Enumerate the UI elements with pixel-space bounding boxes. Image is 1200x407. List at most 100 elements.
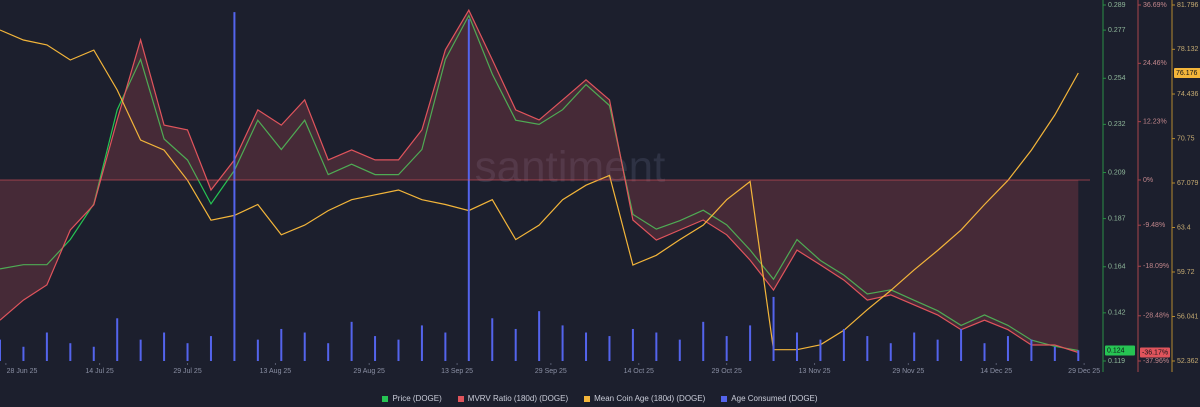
bar	[186, 343, 189, 361]
y-tick-label: 24.46%	[1143, 60, 1167, 67]
y-tick-label: 0.254	[1108, 75, 1126, 82]
value-badge	[1174, 67, 1200, 78]
y-tick-label: 0.232	[1108, 121, 1126, 128]
value-badge	[1105, 345, 1135, 356]
y-tick-label: 56.041	[1177, 313, 1199, 320]
bar	[631, 328, 634, 361]
legend-item[interactable]: Mean Coin Age (180d) (DOGE)	[584, 394, 705, 403]
y-tick-label: -9.48%	[1143, 222, 1165, 229]
bar	[374, 336, 377, 361]
legend-label: Price (DOGE)	[392, 394, 442, 403]
x-tick-label: 29 Oct 25	[711, 368, 741, 375]
bar	[1030, 339, 1033, 361]
value-label: -36.17%	[1142, 349, 1168, 356]
bar	[960, 328, 963, 361]
x-tick-label: 29 Dec 25	[1068, 368, 1100, 375]
bar	[467, 19, 470, 362]
bar	[608, 336, 611, 361]
legend-item[interactable]: Age Consumed (DOGE)	[721, 394, 818, 403]
bar	[420, 325, 423, 361]
legend-swatch	[584, 395, 591, 402]
y-tick-label: 74.436	[1177, 91, 1199, 98]
bar	[538, 311, 541, 361]
legend-item[interactable]: Price (DOGE)	[382, 394, 442, 403]
y-tick-label: 0.142	[1108, 310, 1126, 317]
bar	[69, 343, 72, 361]
x-tick-label: 13 Nov 25	[799, 368, 831, 375]
bar	[350, 321, 353, 361]
legend-swatch	[721, 395, 728, 402]
legend: Price (DOGE) MVRV Ratio (180d) (DOGE) Mean…	[0, 385, 1200, 407]
bar	[0, 339, 1, 361]
bar	[983, 343, 986, 361]
y-tick-label: 52.362	[1177, 358, 1199, 365]
bar	[92, 346, 95, 361]
x-tick-label: 13 Aug 25	[260, 368, 292, 375]
bar	[280, 328, 283, 361]
bar	[561, 325, 564, 361]
line	[0, 8, 1079, 354]
bar	[163, 332, 166, 361]
bar	[209, 336, 212, 361]
bar	[866, 336, 869, 361]
legend-swatch	[457, 395, 464, 402]
y-tick-label: 0.277	[1108, 27, 1126, 34]
bar	[139, 339, 142, 361]
legend-label: Mean Coin Age (180d) (DOGE)	[594, 394, 706, 403]
x-tick-label: 13 Sep 25	[441, 368, 473, 375]
bar	[397, 339, 400, 361]
bar	[514, 328, 517, 361]
area-fill	[0, 10, 1079, 353]
y-tick-label: 0.187	[1108, 215, 1126, 222]
y-tick-label: 59.72	[1177, 269, 1195, 276]
chart: santiment 0.289 0.277 0.254 0.232 0.209 0.187…	[0, 0, 1200, 375]
y-tick-label: -18.09%	[1143, 263, 1169, 270]
bar	[842, 328, 845, 361]
bar	[116, 318, 119, 361]
value-badge	[1140, 347, 1170, 358]
bar	[819, 339, 822, 361]
bar	[585, 332, 588, 361]
bar	[678, 339, 681, 361]
series-layer	[0, 8, 1080, 362]
y-tick-label: 36.69%	[1143, 2, 1167, 9]
legend-label: Age Consumed (DOGE)	[731, 394, 818, 403]
y-tick-label: -28.48%	[1143, 313, 1169, 320]
bar	[1006, 336, 1009, 361]
bar	[1077, 350, 1080, 361]
bar	[444, 332, 447, 361]
bar	[889, 343, 892, 361]
x-tick-label: 29 Nov 25	[892, 368, 924, 375]
y-tick-label: 12.23%	[1143, 118, 1167, 125]
x-tick-label: 29 Jul 25	[173, 368, 202, 375]
bar	[1053, 346, 1056, 361]
y-tick-label: 0.164	[1108, 264, 1126, 271]
y-tick-label: 81.796	[1177, 2, 1199, 9]
legend-item[interactable]: MVRV Ratio (180d) (DOGE)	[457, 394, 568, 403]
legend-swatch	[382, 395, 389, 402]
bar	[795, 332, 798, 361]
bar	[327, 343, 330, 361]
y-tick-label: 67.079	[1177, 180, 1199, 187]
bar	[303, 332, 306, 361]
bar	[491, 318, 494, 361]
x-tick-label: 14 Jul 25	[85, 368, 114, 375]
bar	[45, 332, 48, 361]
x-tick-label: 14 Oct 25	[624, 368, 654, 375]
bar	[772, 296, 775, 361]
bar	[913, 332, 916, 361]
y-tick-label: 70.75	[1177, 135, 1195, 142]
y-tick-label: 0%	[1143, 177, 1153, 184]
bar	[749, 325, 752, 361]
y-tick-label: 78.132	[1177, 46, 1199, 53]
bar	[256, 339, 259, 361]
bar	[702, 321, 705, 361]
bar	[233, 12, 236, 362]
bar	[22, 346, 25, 361]
bar	[655, 332, 658, 361]
y-tick-label: 0.289	[1108, 2, 1126, 9]
y-tick-label: 0.119	[1108, 358, 1125, 365]
x-tick-label: 14 Dec 25	[980, 368, 1012, 375]
line	[0, 29, 1079, 351]
